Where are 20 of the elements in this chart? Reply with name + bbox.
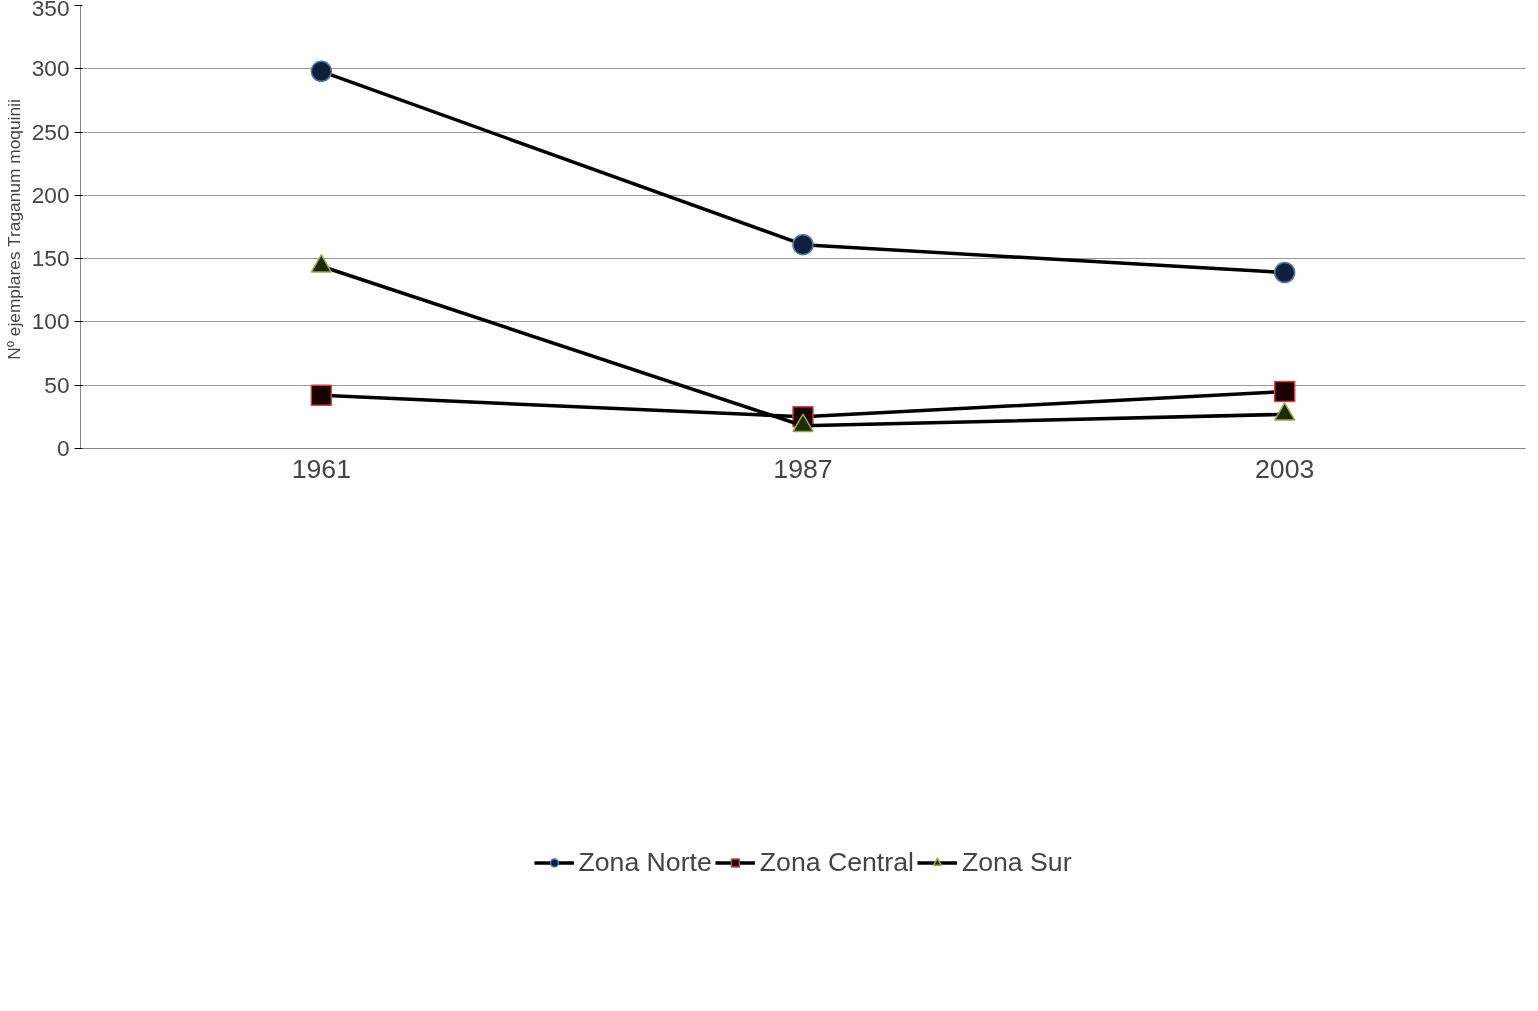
y-tick-label: 100 xyxy=(31,308,70,335)
y-tick-label: 150 xyxy=(31,245,70,272)
point xyxy=(792,233,814,256)
point xyxy=(1273,380,1296,403)
point xyxy=(1273,261,1296,284)
y-axis-title: Nº ejemplares Traganum moquinii xyxy=(3,99,24,360)
y-tick-label: 300 xyxy=(31,55,70,82)
y-tick-label: 0 xyxy=(56,435,70,461)
y-tick-label: 250 xyxy=(31,118,70,145)
legend-label: Zona Central xyxy=(759,846,914,878)
y-tick-label: 350 xyxy=(31,0,70,21)
y-tick-label: 200 xyxy=(31,181,70,208)
y-tick-label: 50 xyxy=(44,371,70,398)
legend-label: Zona Sur xyxy=(961,846,1072,878)
x-tick-label: 1987 xyxy=(773,453,833,484)
point xyxy=(310,384,333,407)
point xyxy=(310,60,333,83)
legend-label: Zona Norte xyxy=(578,846,712,878)
x-tick-label: 2003 xyxy=(1255,453,1315,484)
x-tick-label: 1961 xyxy=(291,453,351,484)
